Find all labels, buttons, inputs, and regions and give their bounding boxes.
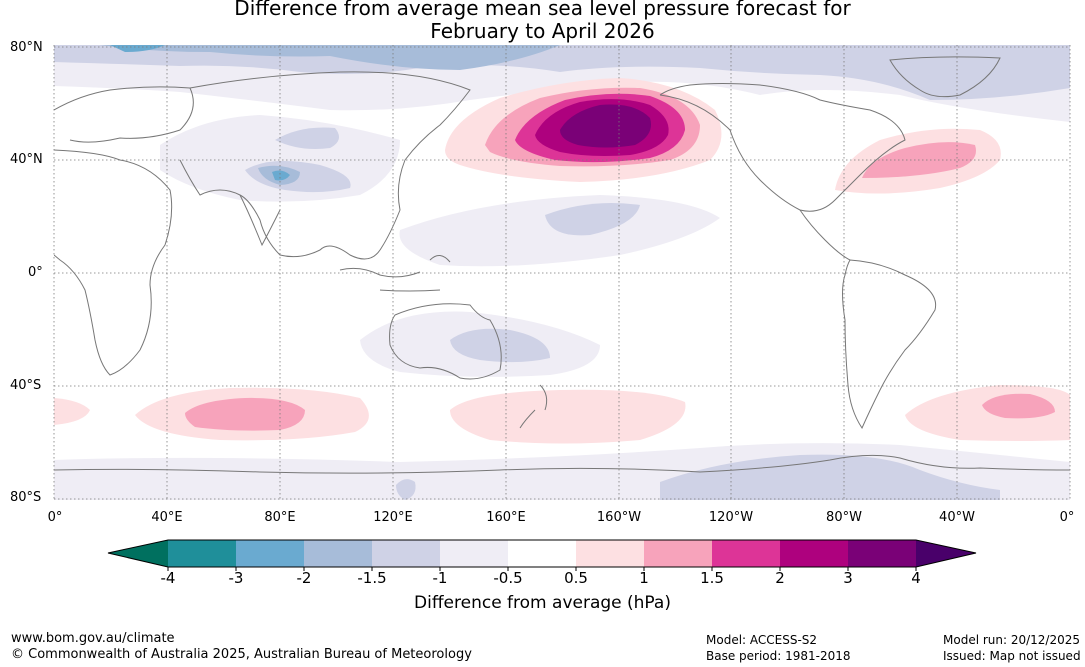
colorbar-title: Difference from average (hPa) bbox=[414, 593, 671, 613]
colorbar-tick-label: -1.5 bbox=[357, 569, 387, 587]
colorbar-tick-label: 2 bbox=[775, 569, 785, 587]
colorbar-ticks bbox=[167, 567, 917, 571]
lat-label-80s: 80°S bbox=[10, 490, 42, 505]
footer-url: www.bom.gov.au/climate bbox=[11, 631, 175, 646]
coast-southamerica bbox=[842, 259, 937, 430]
colorbar-extend-low bbox=[108, 540, 168, 567]
colorbar-swatch-minus1-minus0.5 bbox=[440, 540, 508, 567]
lat-label-40s: 40°S bbox=[10, 378, 42, 393]
footer-issued: Issued: Map not issued bbox=[943, 649, 1081, 663]
anomaly-region-pacific-minus1.5 bbox=[545, 202, 640, 236]
lat-label-80n: 80°N bbox=[10, 40, 43, 55]
lon-label-80e: 80°E bbox=[264, 510, 296, 525]
coast-antarctica bbox=[54, 454, 1070, 474]
anomaly-region-npacific-plus3 bbox=[560, 104, 651, 148]
anomaly-region-sindian-plus1 bbox=[185, 397, 305, 431]
lat-label-equator: 0° bbox=[28, 265, 43, 280]
footer-base-period: Base period: 1981-2018 bbox=[706, 649, 851, 663]
coast-australia bbox=[389, 303, 502, 380]
coast-newzealand bbox=[519, 384, 548, 429]
coast-india bbox=[239, 194, 281, 247]
colorbar-tick-label: -1 bbox=[432, 569, 448, 587]
colorbar-swatch-minus2-minus1.5 bbox=[304, 540, 372, 567]
lon-label-0: 0° bbox=[47, 510, 63, 525]
colorbar-tick-label: -4 bbox=[160, 569, 176, 587]
anomaly-region-spacific-plus0.5 bbox=[450, 389, 686, 444]
lon-label-120e: 120°E bbox=[373, 510, 413, 525]
coast-indonesia bbox=[339, 255, 451, 292]
colorbar-tick-label: -3 bbox=[228, 569, 244, 587]
anomaly-region-satlantic-plus1 bbox=[982, 393, 1055, 419]
colorbar-tick-label: 4 bbox=[911, 569, 921, 587]
colorbar-swatch-plus2-plus3 bbox=[780, 540, 848, 567]
colorbar-tick-label: -2 bbox=[296, 569, 312, 587]
lon-label-80w: 80°W bbox=[826, 510, 862, 525]
colorbar-swatch-plus1.5-plus2 bbox=[712, 540, 780, 567]
coast-europe bbox=[54, 86, 194, 143]
colorbar-swatch-minus4-minus3 bbox=[168, 540, 236, 567]
footer-model: Model: ACCESS-S2 bbox=[706, 633, 818, 647]
lon-label-40e: 40°E bbox=[151, 510, 183, 525]
colorbar-swatch-plus0.5-plus1 bbox=[576, 540, 644, 567]
footer-copyright: © Commonwealth of Australia 2025, Austra… bbox=[11, 647, 472, 662]
coast-greenland bbox=[889, 56, 1001, 98]
coast-northamerica bbox=[659, 83, 906, 212]
colorbar-swatch-plus1-plus1.5 bbox=[644, 540, 712, 567]
lon-label-160e: 160°E bbox=[486, 510, 526, 525]
map-title-line1: Difference from average mean sea level p… bbox=[234, 0, 851, 20]
colorbar-tick-label: 1 bbox=[639, 569, 649, 587]
map-title-line2: February to April 2026 bbox=[430, 19, 655, 43]
anomaly-region-arctic-minus1.5 bbox=[54, 45, 1070, 100]
coast-africa bbox=[54, 149, 173, 376]
coastlines bbox=[54, 56, 1070, 474]
lon-label-120w: 120°W bbox=[708, 510, 754, 525]
graticule bbox=[53, 45, 1071, 500]
lat-label-40n: 40°N bbox=[10, 152, 43, 167]
coast-asia bbox=[179, 71, 471, 260]
colorbar-swatch-minus0.5-plus0.5 bbox=[508, 540, 576, 567]
anomaly-region-asia-minus1.5b bbox=[275, 127, 339, 149]
anomaly-region-asia-minus3 bbox=[272, 170, 290, 181]
footer-model-run: Model run: 20/12/2025 bbox=[943, 633, 1081, 647]
anomaly-region-arctic-minus2 bbox=[100, 45, 560, 70]
anomaly-region-satl-west-plus0.5 bbox=[54, 398, 90, 425]
colorbar-tick-label: 1.5 bbox=[700, 569, 724, 587]
anomaly-field bbox=[54, 45, 1070, 500]
colorbar-tick-label: 3 bbox=[843, 569, 853, 587]
colorbar-tick-label: -0.5 bbox=[493, 569, 523, 587]
anomaly-region-southern-minus1.5 bbox=[660, 454, 1000, 500]
lon-label-0-right: 0° bbox=[1059, 510, 1075, 525]
coast-centralamerica bbox=[799, 209, 851, 261]
colorbar-extend-high bbox=[916, 540, 976, 567]
colorbar-swatch-plus3-plus4 bbox=[848, 540, 916, 567]
colorbar-swatch-minus3-minus2 bbox=[236, 540, 304, 567]
lon-label-40w: 40°W bbox=[939, 510, 975, 525]
lon-label-160w: 160°W bbox=[596, 510, 642, 525]
anomaly-region-southern-minus1.5b bbox=[396, 479, 416, 500]
colorbar-tick-label: 0.5 bbox=[564, 569, 588, 587]
colorbar-swatch-minus1.5-minus1 bbox=[372, 540, 440, 567]
